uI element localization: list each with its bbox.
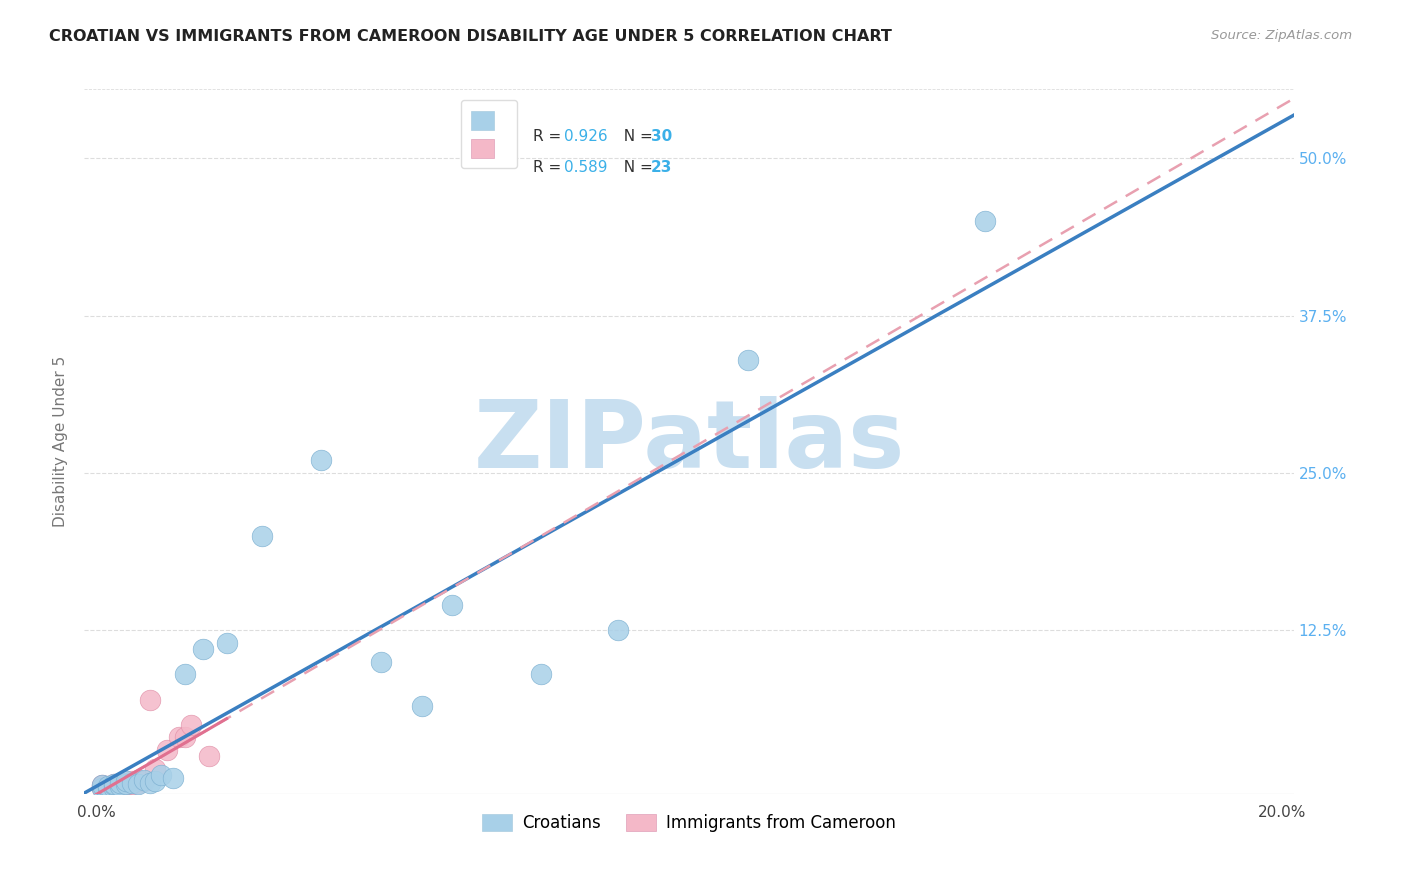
Text: R =: R =: [533, 129, 565, 144]
Point: [145, 774, 167, 789]
Point: [91, 780, 114, 795]
Point: [191, 642, 214, 657]
Point: [150, 768, 173, 782]
Point: [97, 780, 120, 794]
Point: [162, 771, 184, 785]
Point: [121, 777, 143, 791]
Point: [121, 774, 143, 789]
Point: [103, 777, 125, 791]
Point: [115, 774, 138, 789]
Point: [97, 780, 120, 795]
Text: 30: 30: [651, 129, 672, 144]
Point: [91, 780, 114, 795]
Point: [156, 743, 179, 757]
Legend: Croatians, Immigrants from Cameroon: Croatians, Immigrants from Cameroon: [475, 807, 903, 838]
Point: [138, 775, 160, 789]
Text: ZIPatlas: ZIPatlas: [474, 395, 904, 488]
Point: [103, 778, 125, 792]
Text: N =: N =: [614, 129, 658, 144]
Point: [411, 698, 433, 713]
Point: [167, 731, 190, 745]
Y-axis label: Disability Age Under 5: Disability Age Under 5: [52, 356, 67, 527]
Text: 0.589: 0.589: [564, 161, 607, 175]
Point: [606, 624, 628, 638]
Point: [97, 780, 120, 794]
Point: [103, 780, 125, 795]
Text: 0.926: 0.926: [564, 129, 607, 144]
Text: Source: ZipAtlas.com: Source: ZipAtlas.com: [1212, 29, 1353, 42]
Point: [311, 453, 333, 467]
Point: [91, 778, 114, 792]
Point: [737, 352, 759, 367]
Point: [91, 778, 114, 792]
Point: [132, 774, 155, 789]
Point: [145, 762, 167, 776]
Point: [174, 667, 197, 681]
Point: [115, 778, 138, 792]
Point: [91, 780, 114, 794]
Point: [530, 667, 553, 681]
Point: [370, 655, 392, 669]
Point: [108, 775, 131, 789]
Text: R =: R =: [533, 161, 565, 175]
Point: [215, 636, 238, 650]
Point: [250, 529, 273, 543]
Point: [180, 717, 202, 731]
Text: N =: N =: [614, 161, 658, 175]
Point: [127, 772, 149, 787]
Point: [127, 775, 149, 789]
Text: CROATIAN VS IMMIGRANTS FROM CAMEROON DISABILITY AGE UNDER 5 CORRELATION CHART: CROATIAN VS IMMIGRANTS FROM CAMEROON DIS…: [49, 29, 891, 44]
Point: [121, 775, 143, 789]
Point: [174, 731, 197, 745]
Point: [103, 777, 125, 791]
Point: [97, 780, 120, 795]
Point: [108, 780, 131, 794]
Point: [974, 214, 997, 228]
Point: [132, 772, 155, 787]
Point: [108, 777, 131, 791]
Point: [103, 778, 125, 792]
Point: [138, 692, 160, 706]
Point: [127, 777, 149, 791]
Point: [108, 780, 131, 794]
Text: 23: 23: [651, 161, 672, 175]
Point: [198, 749, 221, 764]
Point: [440, 598, 463, 612]
Point: [115, 777, 138, 791]
Point: [115, 775, 138, 789]
